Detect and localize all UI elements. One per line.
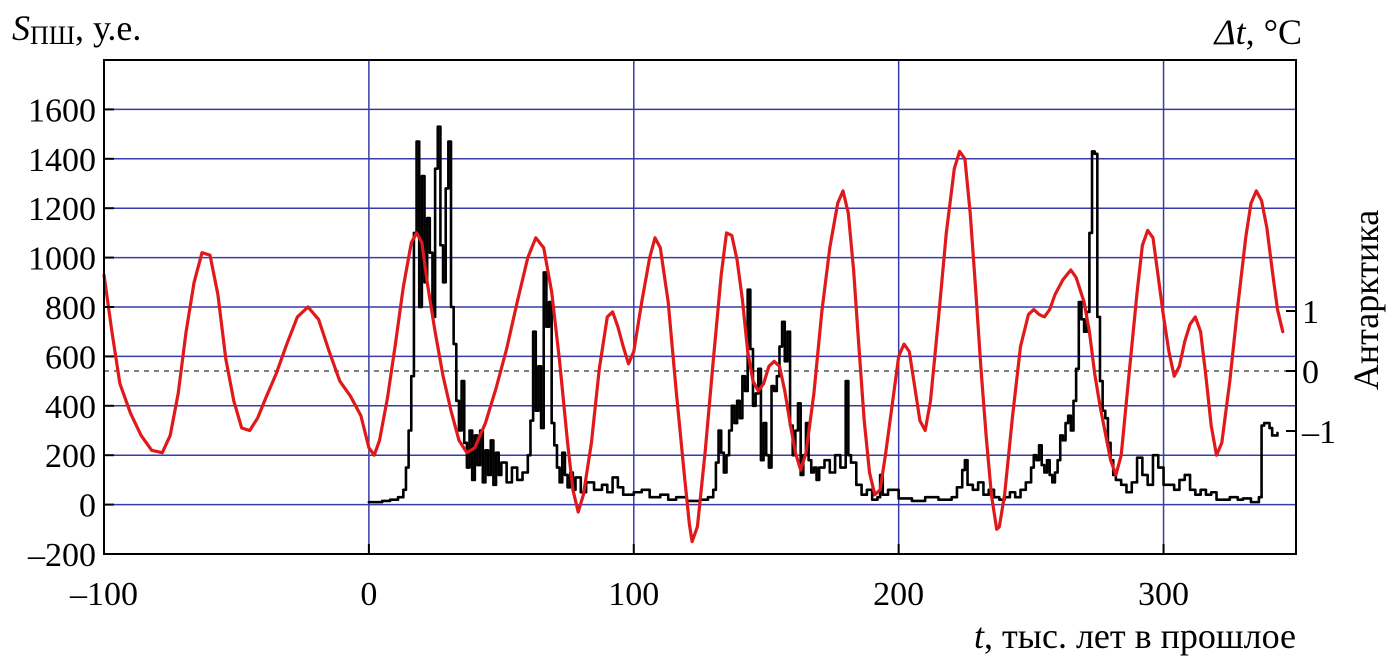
- left-tick-label: 200: [45, 438, 96, 475]
- series-red-line: [102, 149, 1285, 544]
- right-tick-label: –1: [1301, 414, 1336, 451]
- x-tick-label: 200: [873, 576, 924, 613]
- x-tick-label: –100: [69, 576, 138, 613]
- right-tick-label: 0: [1302, 354, 1319, 391]
- left-axis-label: SПШ, у.е.: [12, 8, 141, 50]
- right-side-label: Антарктика: [1346, 210, 1386, 390]
- series-black-line: [367, 125, 1279, 504]
- left-tick-label: 1000: [28, 241, 96, 278]
- left-tick-label: 400: [45, 389, 96, 426]
- left-tick-label: 1600: [28, 92, 96, 129]
- x-tick-label: 0: [360, 576, 377, 613]
- left-tick-label: 600: [45, 339, 96, 376]
- x-tick-label: 100: [608, 576, 659, 613]
- left-tick-label: 1200: [28, 191, 96, 228]
- left-tick-label: 800: [45, 290, 96, 327]
- left-tick-label: –200: [27, 537, 96, 574]
- x-axis-label: t, тыс. лет в прошлое: [974, 616, 1296, 656]
- x-tick-label: 300: [1138, 576, 1189, 613]
- left-tick-label: 1400: [28, 142, 96, 179]
- left-tick-label: 0: [79, 488, 96, 525]
- data-series: [102, 125, 1285, 544]
- right-axis-label: Δt, °C: [1212, 12, 1302, 52]
- right-tick-label: 1: [1302, 294, 1319, 331]
